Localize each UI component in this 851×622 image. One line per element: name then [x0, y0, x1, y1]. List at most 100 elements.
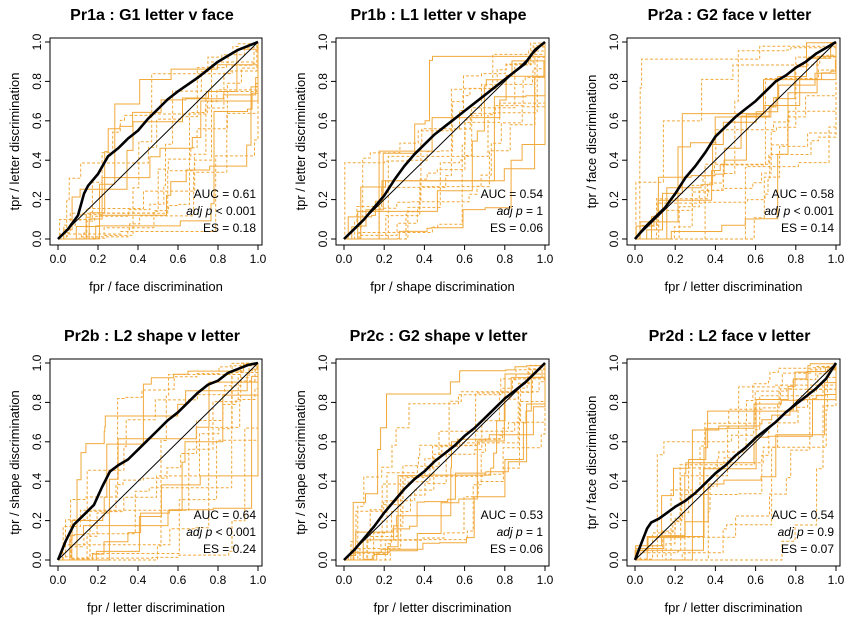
subject-roc-curve: [58, 42, 259, 240]
y-axis: 0.0 0.2 0.4 0.6 0.8 1.0: [316, 354, 336, 568]
mean-roc-curve: [56, 361, 259, 561]
y-tick-label: 0.0: [30, 551, 44, 568]
auc-value: AUC = 0.64: [194, 508, 257, 522]
subject-roc-curve: [635, 42, 837, 240]
subject-roc-curve: [635, 363, 837, 561]
subject-roc-curve: [58, 42, 259, 240]
subject-roc-curve: [344, 42, 546, 240]
subject-roc-curve: [344, 363, 546, 561]
x-tick-label: 0.0: [627, 573, 644, 587]
adjusted-p-label: adj p: [497, 204, 523, 218]
y-tick-label: 0.6: [607, 112, 621, 129]
subject-roc-curve: [635, 363, 837, 561]
adjusted-p-number: < 0.001: [790, 204, 834, 218]
x-tick-label: 1.0: [537, 573, 554, 587]
panel-comparison: G2 shape v letter: [398, 328, 527, 345]
y-axis-label: tpr / letter discrimination: [293, 73, 308, 211]
y-tick-label: 0.8: [607, 394, 621, 411]
subject-roc-curve: [635, 363, 837, 561]
subject-roc-curve: [58, 363, 259, 561]
panel-pr2c: Pr2c : G2 shape v letter 0.0 0.2 0.4 0.6 0.8 1…: [293, 328, 554, 615]
x-axis: 0.0 0.2 0.4 0.6 0.8 1.0: [336, 245, 554, 266]
x-tick-label: 0.0: [336, 252, 353, 266]
subject-roc-curve: [58, 363, 259, 561]
subject-roc-curve: [58, 42, 259, 240]
x-tick-label: 0.4: [416, 573, 433, 587]
panel-separator: :: [386, 7, 400, 24]
x-tick-label: 0.6: [747, 252, 764, 266]
y-tick-label: 0.4: [30, 152, 44, 169]
x-tick-label: 0.4: [416, 252, 433, 266]
panel-title: Pr1a : G1 letter v face: [70, 7, 234, 24]
subject-roc-curve: [344, 42, 546, 240]
x-tick-label: 0.4: [707, 573, 724, 587]
stats-box: AUC = 0.54 adj p = 1 ES = 0.06: [481, 187, 544, 235]
subject-roc-curve: [58, 363, 259, 561]
y-tick-label: 0.8: [316, 73, 330, 90]
adjusted-p-label: adj p: [497, 525, 523, 539]
subject-roc-curve: [344, 42, 546, 240]
y-tick-label: 1.0: [30, 33, 44, 50]
panel-pr2b: Pr2b : L2 shape v letter 0.0 0.2 0.4 0.6 0.8 1…: [7, 328, 267, 615]
x-tick-label: 0.6: [170, 252, 187, 266]
y-tick-label: 0.2: [30, 191, 44, 208]
panel-comparison: G2 face v letter: [697, 7, 812, 24]
plot-frame: [49, 37, 263, 246]
auc-value: AUC = 0.58: [772, 187, 835, 201]
y-tick-label: 0.4: [607, 473, 621, 490]
adjusted-p-number: < 0.001: [212, 204, 256, 218]
y-axis: 0.0 0.2 0.4 0.6 0.8 1.0: [316, 33, 336, 247]
y-tick-label: 0.6: [30, 112, 44, 129]
y-axis: 0.0 0.2 0.4 0.6 0.8 1.0: [30, 33, 50, 247]
effect-size-value: ES = 0.14: [781, 221, 834, 235]
y-axis: 0.0 0.2 0.4 0.6 0.8 1.0: [30, 354, 50, 568]
subject-roc-curve: [58, 362, 259, 561]
adjusted-p-label: adj p: [186, 204, 212, 218]
x-tick-label: 0.8: [787, 573, 804, 587]
subject-roc-curve: [58, 42, 259, 240]
subject-roc-curve: [635, 363, 837, 561]
x-tick-label: 0.4: [130, 252, 147, 266]
mean-roc-curve: [57, 40, 259, 240]
subject-roc-curve: [344, 363, 546, 561]
chance-diagonal: [57, 41, 259, 240]
x-axis: 0.0 0.2 0.4 0.6 0.8 1.0: [336, 566, 554, 587]
plot-frame: [49, 358, 263, 567]
panel-code: Pr2c: [350, 328, 385, 345]
subject-roc-curve: [635, 363, 837, 561]
y-tick-label: 0.2: [607, 191, 621, 208]
y-axis-label: tpr / face discrimination: [584, 396, 599, 530]
x-axis: 0.0 0.2 0.4 0.6 0.8 1.0: [627, 245, 845, 266]
subject-roc-curve: [344, 363, 546, 561]
mean-roc-curve: [633, 362, 838, 561]
subject-roc-curve: [635, 42, 837, 240]
y-tick-label: 0.6: [316, 433, 330, 450]
x-tick-label: 0.6: [456, 573, 473, 587]
mean-roc-curve: [343, 40, 546, 240]
subject-roc-curve: [344, 42, 546, 240]
subject-roc-curve: [58, 363, 259, 561]
subject-roc-curve: [344, 42, 546, 240]
x-tick-label: 1.0: [828, 252, 845, 266]
auc-value: AUC = 0.53: [481, 508, 544, 522]
panel-comparison: G1 letter v face: [119, 7, 234, 24]
y-tick-label: 0.4: [316, 473, 330, 490]
subject-roc-curve: [344, 42, 546, 240]
x-tick-label: 0.8: [210, 252, 227, 266]
x-tick-label: 0.0: [50, 573, 67, 587]
y-tick-label: 0.4: [607, 152, 621, 169]
y-tick-label: 0.6: [607, 433, 621, 450]
y-tick-label: 1.0: [316, 354, 330, 371]
y-tick-label: 0.8: [316, 394, 330, 411]
subject-roc-curve: [344, 42, 546, 240]
panel-separator: :: [384, 328, 398, 345]
chance-diagonal: [634, 362, 837, 561]
subject-roc-curve: [344, 363, 546, 561]
y-axis-label: tpr / face discrimination: [584, 75, 599, 209]
subject-roc-curve: [635, 363, 837, 561]
subject-roc-curve: [635, 42, 837, 240]
subject-roc-curve: [635, 363, 837, 561]
y-tick-label: 0.0: [316, 551, 330, 568]
panel-title: Pr2a : G2 face v letter: [648, 7, 812, 24]
subject-roc-curve: [344, 42, 546, 240]
